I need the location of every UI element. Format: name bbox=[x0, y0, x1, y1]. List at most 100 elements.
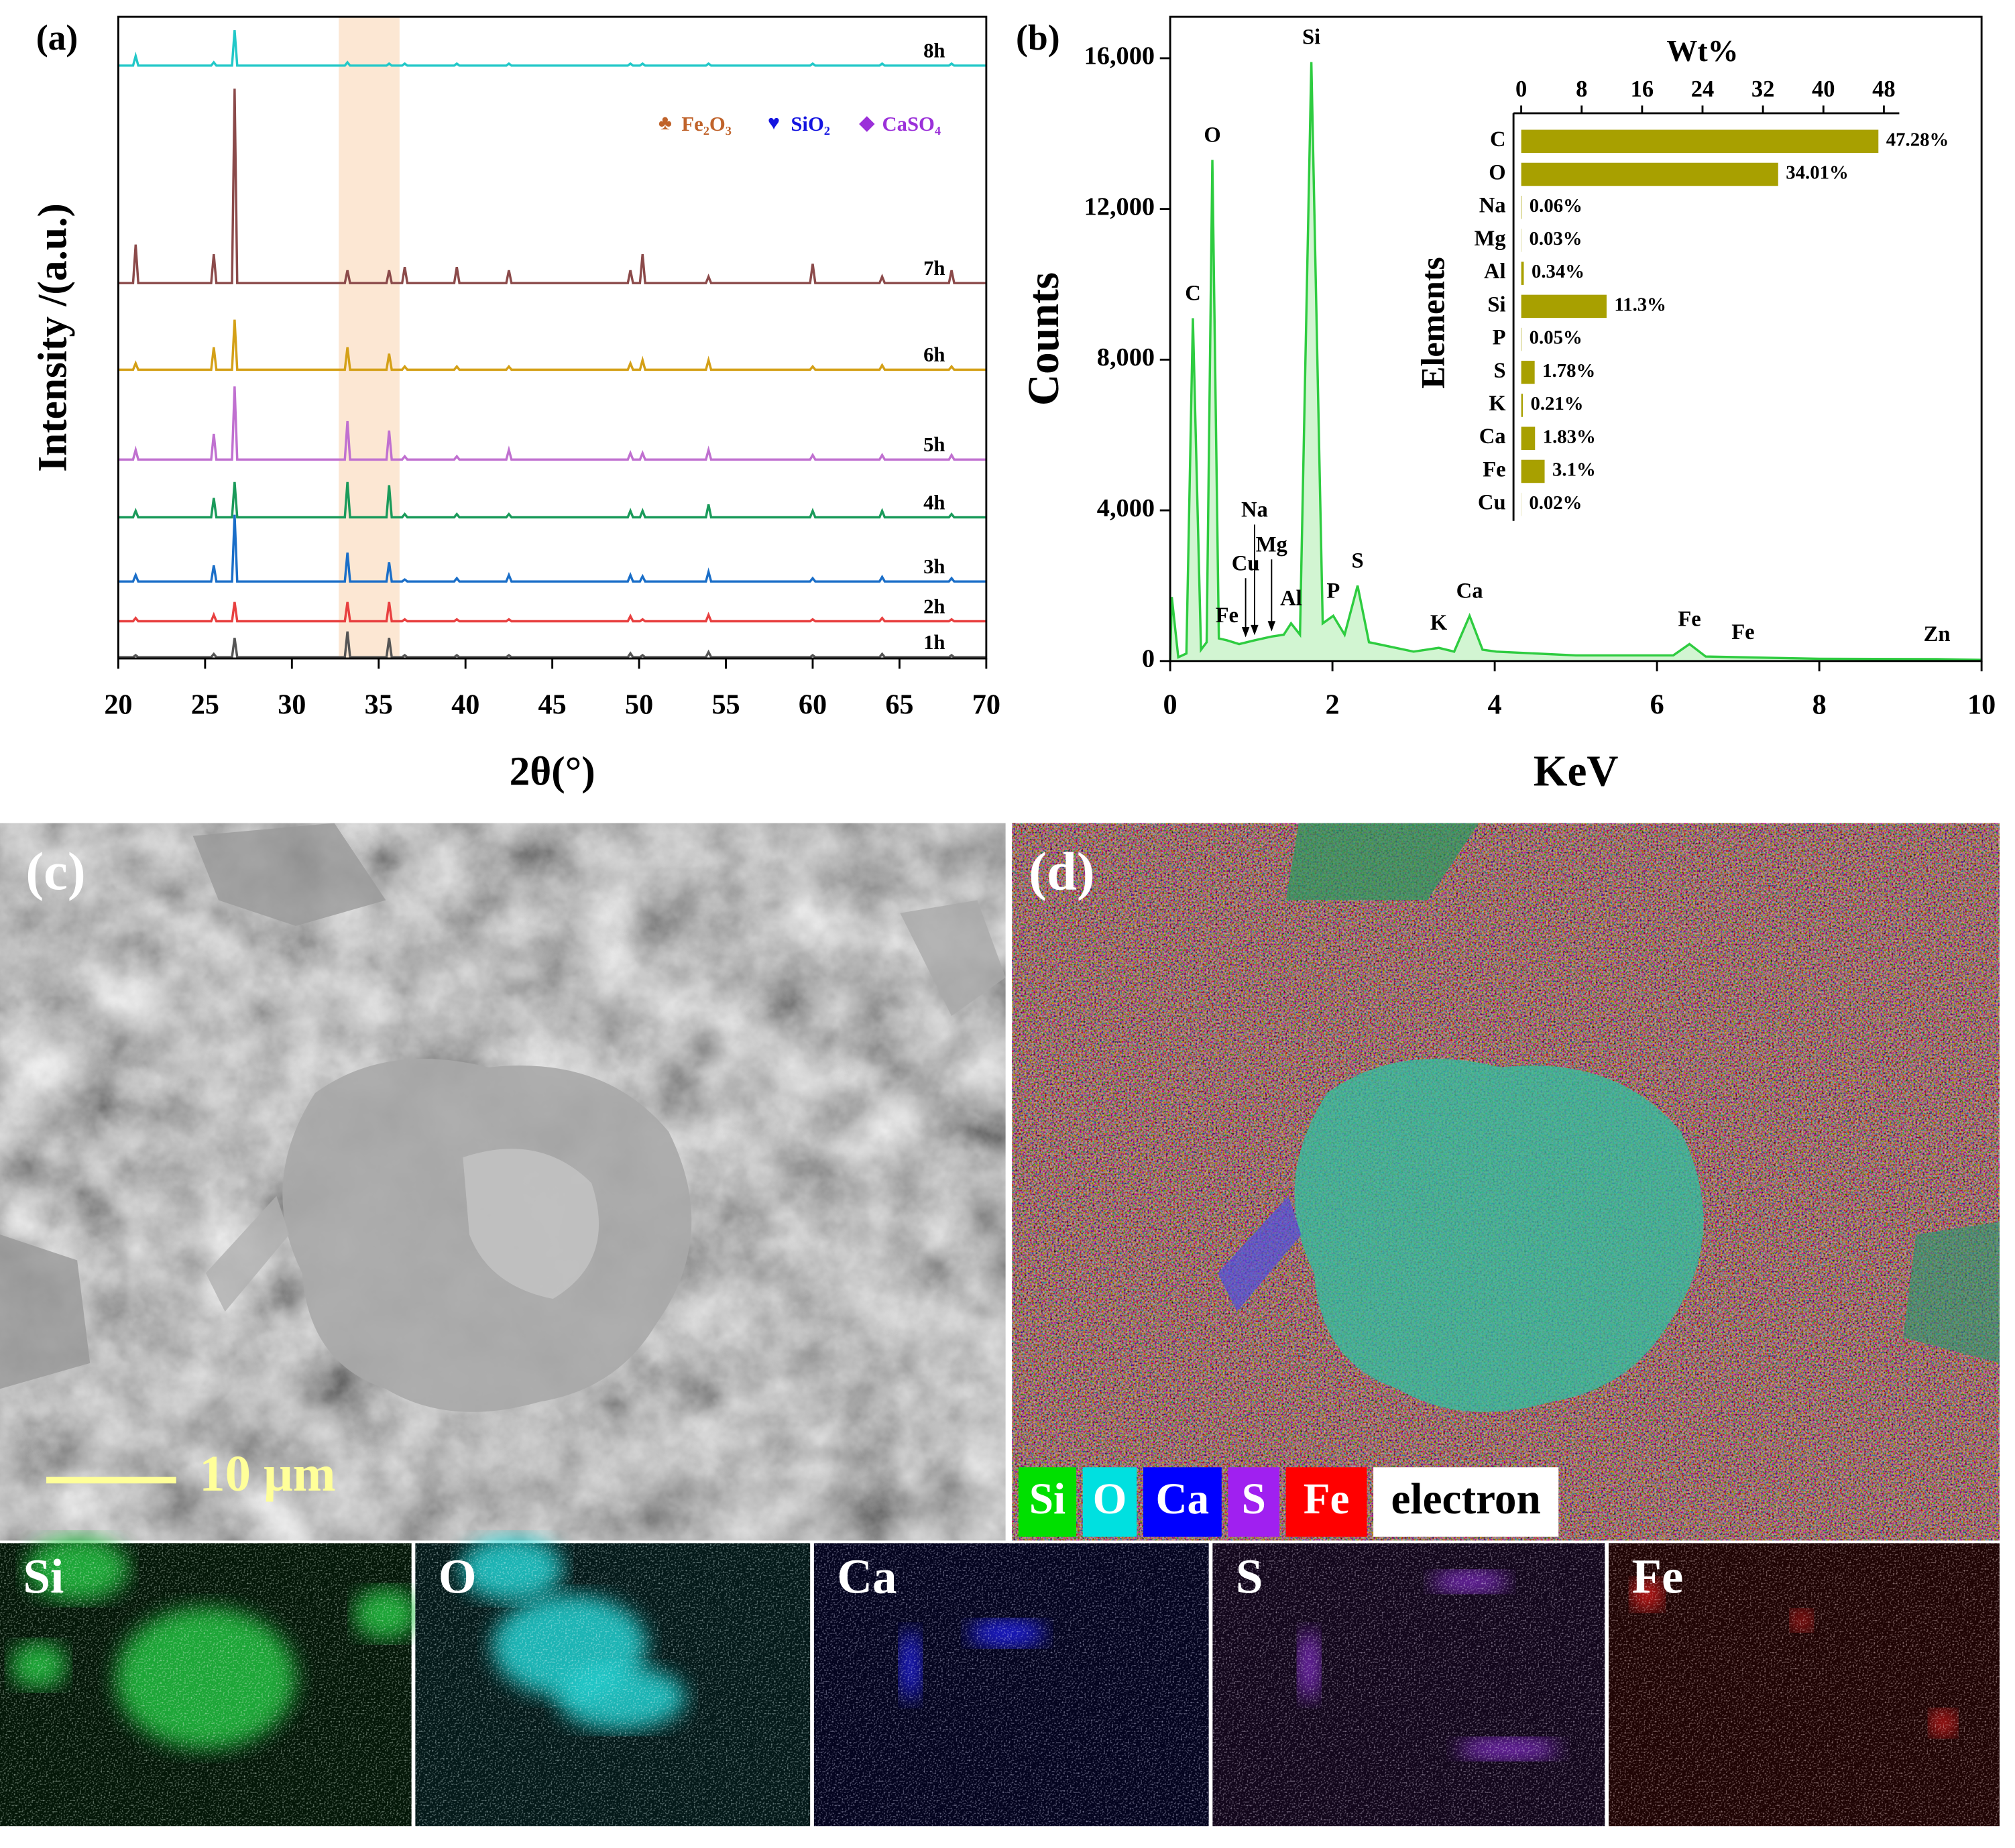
plot-frame bbox=[1169, 15, 1983, 662]
series-label: 4h bbox=[923, 491, 945, 514]
bar bbox=[1521, 129, 1879, 154]
bar bbox=[1521, 394, 1523, 417]
spectrum bbox=[1169, 62, 1982, 661]
legend-swatch bbox=[1082, 1467, 1137, 1537]
particle bbox=[0, 1234, 91, 1389]
category-label: C bbox=[1490, 127, 1506, 152]
value-label: 0.03% bbox=[1529, 228, 1582, 249]
y-tick-label: 16,000 bbox=[1084, 42, 1155, 70]
category-label: Mg bbox=[1475, 227, 1506, 251]
x-tick-label: 0 bbox=[1515, 76, 1527, 102]
category-label: Cu bbox=[1478, 491, 1506, 515]
panel-label: (c) bbox=[25, 842, 85, 901]
legend-swatch bbox=[1228, 1467, 1280, 1537]
x-tick-label: 16 bbox=[1631, 76, 1654, 102]
map-tint bbox=[0, 1543, 412, 1827]
x-tick-label: 8 bbox=[1576, 76, 1587, 102]
x-tick-label: 50 bbox=[625, 689, 653, 721]
bar bbox=[1521, 361, 1535, 384]
value-label: 34.01% bbox=[1786, 162, 1848, 184]
x-tick-label: 35 bbox=[365, 689, 393, 721]
value-label: 0.34% bbox=[1532, 261, 1585, 282]
map-label: Si bbox=[23, 1550, 64, 1604]
map-tint bbox=[813, 1543, 1209, 1827]
series-label: 2h bbox=[923, 595, 945, 618]
particle bbox=[1294, 1059, 1704, 1412]
xrd-line bbox=[118, 30, 986, 67]
series-label: 1h bbox=[923, 631, 945, 654]
map-label: S bbox=[1236, 1550, 1263, 1604]
xrd-line bbox=[118, 319, 986, 371]
peak-label: Fe bbox=[1731, 620, 1754, 644]
map-label: Fe bbox=[1632, 1550, 1684, 1604]
map-speckle bbox=[0, 1543, 412, 1827]
x-tick-label: 25 bbox=[191, 689, 219, 721]
y-axis-title: Counts bbox=[1020, 272, 1068, 406]
panel-label: (a) bbox=[36, 17, 78, 58]
map-tint bbox=[1212, 1543, 1605, 1827]
map-tint bbox=[415, 1543, 811, 1827]
value-label: 47.28% bbox=[1886, 129, 1949, 150]
category-label: P bbox=[1493, 326, 1506, 350]
peak-arrowhead bbox=[1251, 624, 1259, 636]
highlight-band bbox=[339, 17, 400, 658]
xrd-line bbox=[118, 514, 986, 583]
particle bbox=[1218, 1196, 1302, 1312]
particle bbox=[463, 1149, 599, 1300]
map-speckle bbox=[415, 1543, 811, 1827]
legend-symbol: ◆ bbox=[859, 111, 875, 134]
bar bbox=[1521, 459, 1545, 483]
peak-label: C bbox=[1185, 282, 1201, 306]
peak-label: K bbox=[1430, 611, 1448, 635]
xrd-line bbox=[118, 601, 986, 623]
category-label: K bbox=[1489, 392, 1506, 416]
x-tick-label: 2 bbox=[1326, 689, 1340, 721]
sem-image: (c) 10 μm bbox=[0, 823, 1006, 1541]
peak-label: Al bbox=[1280, 587, 1302, 611]
x-axis-title: 2θ(°) bbox=[510, 749, 595, 795]
peak-arrowhead bbox=[1267, 621, 1276, 632]
particle bbox=[192, 823, 386, 926]
panel-label: (d) bbox=[1029, 842, 1094, 901]
series-label: 5h bbox=[923, 433, 945, 456]
particle bbox=[1903, 1221, 2000, 1363]
legend-label: electron bbox=[1391, 1475, 1541, 1523]
x-tick-label: 40 bbox=[1812, 76, 1835, 102]
peak-arrowhead bbox=[1241, 627, 1250, 638]
particle bbox=[900, 900, 1006, 1017]
x-tick-label: 20 bbox=[104, 689, 132, 721]
legend-label: O bbox=[1093, 1475, 1127, 1523]
y-axis-title: Elements bbox=[1414, 257, 1451, 389]
value-label: 3.1% bbox=[1552, 459, 1596, 481]
peak-label: Mg bbox=[1256, 533, 1287, 557]
value-label: 0.06% bbox=[1530, 195, 1582, 217]
mapping-legend: Si O Ca S Fe electron bbox=[1018, 1467, 1559, 1537]
x-tick-label: 60 bbox=[799, 689, 827, 721]
x-tick-label: 8 bbox=[1812, 689, 1827, 721]
y-axis-title: Intensity /(a.u.) bbox=[30, 203, 75, 472]
peak-label: Si bbox=[1302, 25, 1320, 49]
x-tick-label: 10 bbox=[1967, 689, 1996, 721]
map-label: O bbox=[439, 1550, 477, 1604]
particle bbox=[205, 1196, 290, 1312]
legend-swatch bbox=[1285, 1467, 1367, 1537]
peak-label: Zn bbox=[1924, 622, 1951, 646]
x-tick-label: 65 bbox=[885, 689, 913, 721]
x-tick-label: 55 bbox=[711, 689, 740, 721]
x-tick-label: 0 bbox=[1163, 689, 1177, 721]
legend-swatch bbox=[1143, 1467, 1222, 1537]
map-tint bbox=[1609, 1543, 2000, 1827]
xrd-line bbox=[118, 386, 986, 461]
x-tick-label: 70 bbox=[972, 689, 1000, 721]
series-label: 7h bbox=[923, 257, 945, 280]
value-label: 0.21% bbox=[1530, 393, 1583, 414]
legend-swatch bbox=[1018, 1467, 1077, 1537]
scale-bar-label: 10 μm bbox=[199, 1445, 335, 1502]
bar bbox=[1521, 426, 1536, 451]
category-label: Ca bbox=[1479, 424, 1506, 449]
category-label: Na bbox=[1479, 194, 1506, 218]
y-tick-label: 12,000 bbox=[1084, 192, 1155, 221]
value-label: 0.05% bbox=[1530, 327, 1582, 349]
